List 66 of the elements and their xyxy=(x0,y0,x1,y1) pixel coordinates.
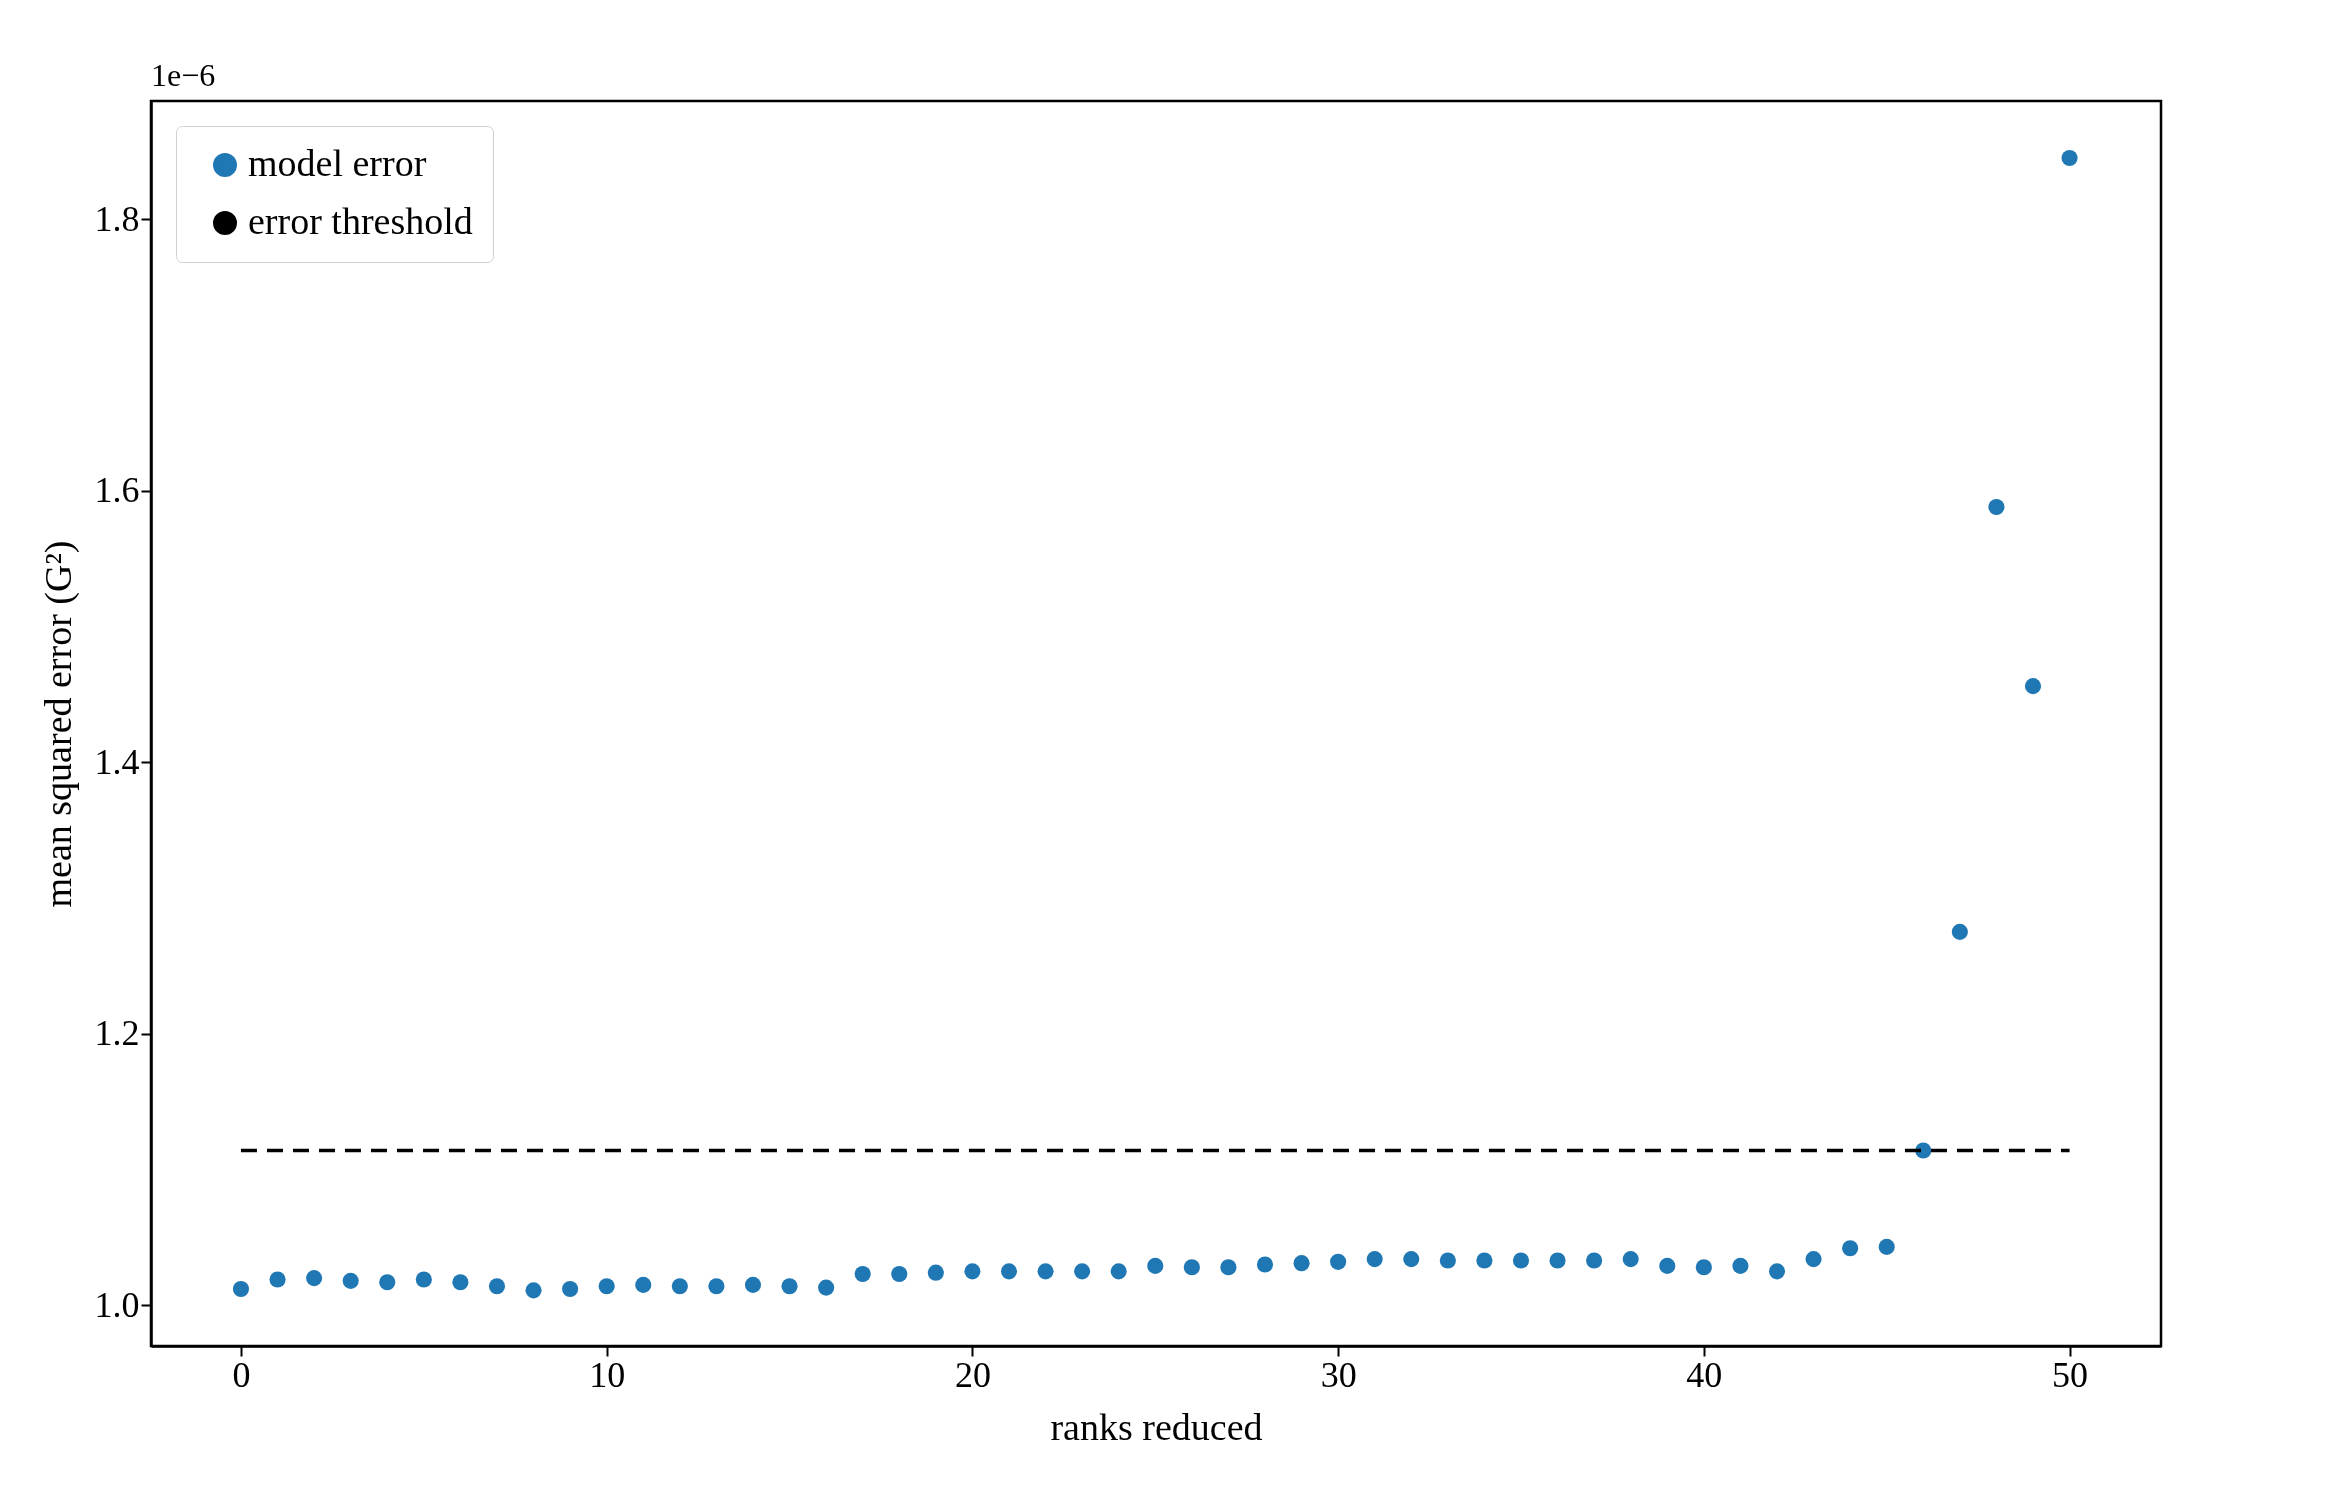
y-axis-title: mean squared error (G²) xyxy=(36,540,80,908)
point xyxy=(927,1264,944,1281)
x-tick-label: 20 xyxy=(954,1354,991,1395)
point xyxy=(1037,1263,1054,1280)
point xyxy=(415,1271,432,1288)
y-tick-label: 1.4 xyxy=(94,741,140,782)
point xyxy=(488,1278,506,1295)
point xyxy=(2061,149,2078,167)
point xyxy=(854,1266,871,1283)
y-tick-label: 1.0 xyxy=(94,1284,140,1325)
point xyxy=(1951,923,1968,940)
point xyxy=(379,1274,396,1291)
point xyxy=(1768,1263,1786,1280)
y-tick-label: 1.6 xyxy=(94,470,140,511)
point xyxy=(452,1274,469,1291)
x-tick-label: 10 xyxy=(589,1354,626,1395)
point xyxy=(1439,1252,1456,1269)
point xyxy=(1403,1251,1420,1268)
point xyxy=(1476,1252,1493,1269)
legend-label: error threshold xyxy=(248,200,473,242)
y-tick-label: 1.8 xyxy=(94,198,140,239)
point xyxy=(2024,678,2042,695)
point xyxy=(1330,1253,1347,1270)
point xyxy=(232,1280,250,1298)
point xyxy=(1366,1251,1383,1268)
point xyxy=(598,1278,615,1295)
point xyxy=(1732,1257,1749,1274)
point xyxy=(1256,1256,1274,1273)
point xyxy=(1147,1257,1164,1274)
point xyxy=(562,1280,579,1298)
point xyxy=(891,1266,908,1283)
point xyxy=(708,1278,725,1295)
point xyxy=(1512,1252,1530,1269)
point xyxy=(1695,1259,1712,1276)
point xyxy=(525,1282,542,1299)
point xyxy=(306,1270,323,1287)
point xyxy=(1988,498,2005,515)
point xyxy=(1293,1255,1310,1272)
x-axis-title: ranks reduced xyxy=(1050,1405,1263,1448)
point xyxy=(818,1279,835,1296)
x-tick-label: 50 xyxy=(2052,1354,2089,1395)
point xyxy=(1074,1263,1091,1280)
point xyxy=(269,1271,286,1288)
x-tick-label: 40 xyxy=(1686,1354,1723,1395)
point xyxy=(1110,1263,1127,1280)
legend-label: model error xyxy=(248,142,427,184)
point xyxy=(964,1263,981,1280)
point xyxy=(1183,1259,1200,1276)
point xyxy=(744,1276,762,1293)
point xyxy=(1000,1263,1018,1280)
y-tick-label: 1.2 xyxy=(94,1013,140,1054)
point xyxy=(781,1278,798,1295)
point xyxy=(1878,1238,1895,1255)
point xyxy=(1586,1252,1603,1269)
point xyxy=(1220,1259,1237,1276)
point xyxy=(1842,1240,1859,1257)
point xyxy=(671,1278,688,1295)
point xyxy=(1805,1251,1822,1268)
point xyxy=(635,1276,652,1293)
point xyxy=(342,1272,359,1289)
point xyxy=(1549,1252,1566,1269)
x-tick-label: 30 xyxy=(1320,1354,1357,1395)
x-tick-label: 0 xyxy=(232,1354,251,1395)
point xyxy=(1622,1251,1639,1268)
text: 1e−6 xyxy=(151,57,216,93)
point xyxy=(1659,1257,1676,1274)
